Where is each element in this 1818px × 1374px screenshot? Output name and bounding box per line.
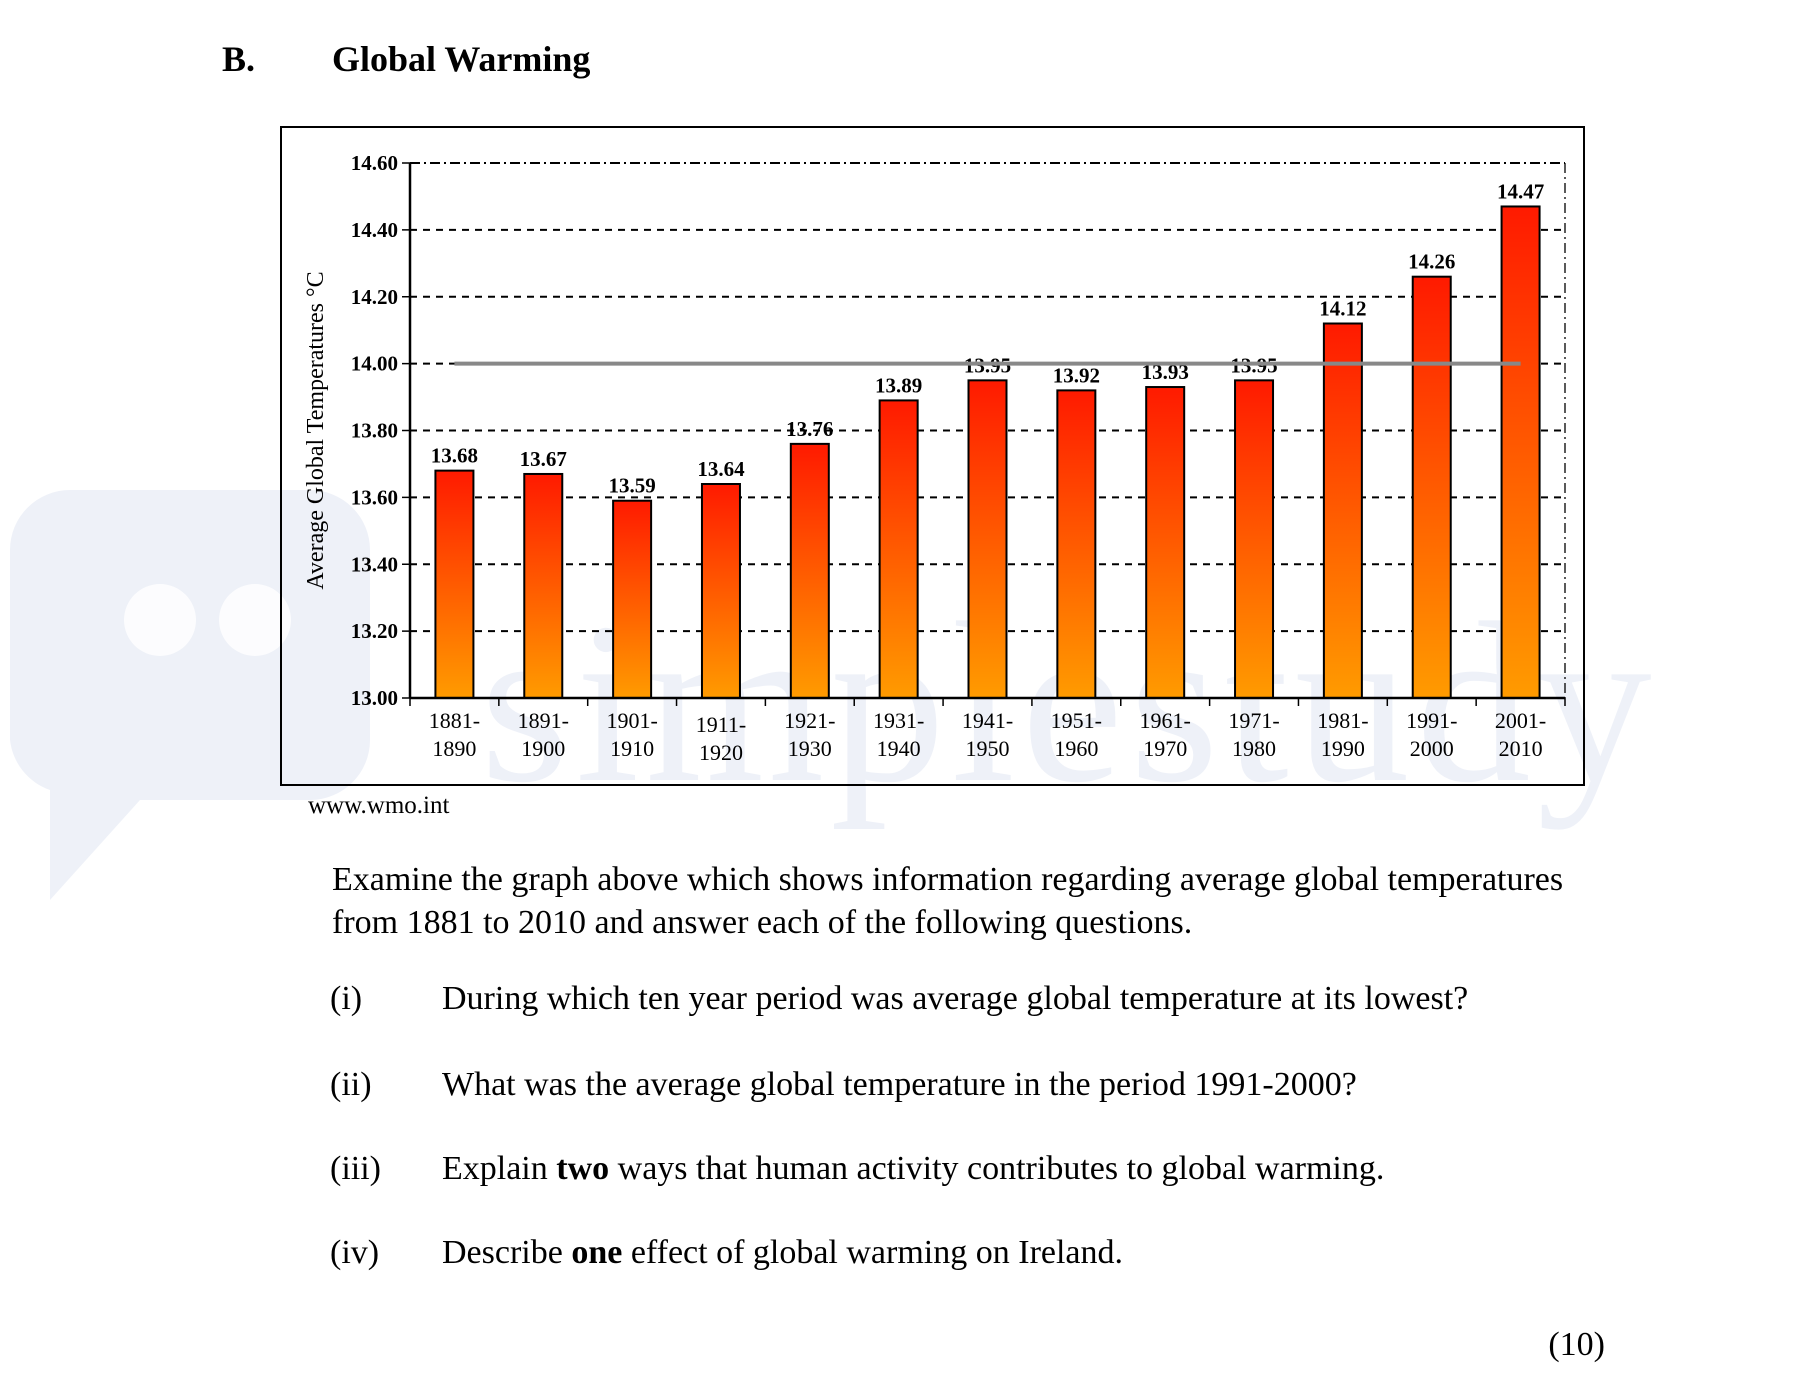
bar-value-label: 13.76 [786,417,833,441]
bar-value-label: 14.26 [1408,250,1455,274]
section-title: Global Warming [332,39,591,79]
x-category-label-start: 1961- [1140,708,1191,733]
question-number: (iii) [330,1150,381,1187]
x-category-label-end: 1910 [610,736,654,761]
bar-1931-1940 [878,399,919,699]
x-category-label-end: 1970 [1143,736,1187,761]
bar-value-label: 13.64 [697,457,745,481]
x-category-label-start: 1901- [606,708,657,733]
bar-2001-2010 [1500,205,1541,699]
x-category-label-end: 1900 [521,736,565,761]
question-text: What was the average global temperature … [442,1066,1357,1104]
bar-1971-1980 [1234,379,1275,699]
bar-1911-1920 [700,483,741,699]
question-text: Describe one effect of global warming on… [442,1234,1123,1272]
x-category-label-end: 1950 [966,736,1010,761]
question-2: (ii) What was the average global temperat… [330,1066,1357,1104]
x-category-label-start: 1891- [518,708,569,733]
x-category-label-end: 1960 [1054,736,1098,761]
question-text-part: During which ten year period was average… [442,980,1469,1017]
x-category-label-start: 1951- [1051,708,1102,733]
x-category-label-start: 1981- [1317,708,1368,733]
bar-value-label: 13.92 [1053,363,1100,387]
question-text-part: Describe [442,1234,572,1271]
y-tick-label: 14.40 [351,218,398,242]
y-tick-label: 13.20 [351,619,398,643]
x-category-label-start: 1971- [1228,708,1279,733]
source-credit: www.wmo.int [308,792,450,819]
question-1: (i) During which ten year period was aver… [330,980,1468,1018]
bar-1921-1930 [789,442,830,699]
x-category-label-end: 1980 [1232,736,1276,761]
bar-value-label: 13.89 [875,373,922,397]
bar-1941-1950 [967,379,1008,699]
x-category-label-end: 1940 [877,736,921,761]
x-category-label-start: 1881- [429,708,480,733]
question-4: (iv) Describe one effect of global warmin… [330,1234,1123,1272]
bar-value-label: 14.12 [1319,297,1366,321]
section-letter: B. [222,39,256,79]
x-category-label-start: 1941- [962,708,1013,733]
x-category-label-start: 1991- [1406,708,1457,733]
question-3: (iii) Explain two ways that human activit… [330,1150,1384,1188]
intro-paragraph: Examine the graph above which shows info… [332,861,1564,941]
question-text-part: effect of global warming on Ireland. [622,1234,1124,1271]
section-heading: B. Global Warming [222,38,590,80]
question-emphasis: one [571,1234,623,1271]
x-category-label-start: 1911- [696,712,747,737]
bar-1951-1960 [1056,389,1097,699]
question-text: During which ten year period was average… [442,980,1468,1018]
x-category-label-end: 1890 [432,736,476,761]
y-tick-label: 13.80 [351,419,398,443]
marks-total: (10) [1548,1326,1605,1363]
bar-1981-1990 [1322,322,1363,699]
question-text: Explain two ways that human activity con… [442,1150,1384,1188]
bar-1901-1910 [612,499,653,699]
question-number: (ii) [330,1066,372,1103]
bar-value-label: 14.47 [1497,179,1544,203]
y-axis-title: Average Global Temperatures °C [303,271,329,589]
x-category-label-start: 1931- [873,708,924,733]
x-category-label-end: 2010 [1499,736,1543,761]
chart-svg: 13.00 13.20 13.40 13.60 13.80 14.00 14.20 14.40… [303,151,1566,765]
bar-value-label: 13.67 [520,447,567,471]
bar-1891-1900 [523,472,564,699]
y-tick-label: 13.00 [351,686,398,710]
x-category-label-start: 1921- [784,708,835,733]
y-tick-label: 14.60 [351,151,398,175]
question-text-part: ways that human activity contributes to … [609,1150,1385,1187]
x-category-label-end: 1930 [788,736,832,761]
y-tick-label: 14.20 [351,285,398,309]
temperature-chart: 13.00 13.20 13.40 13.60 13.80 14.00 14.20 14.40… [280,126,1585,786]
bar-1961-1970 [1145,386,1186,699]
x-category-label-end: 1920 [699,740,743,765]
bar-1881-1890 [434,469,475,699]
y-tick-label: 13.60 [351,485,398,509]
bar-1991-2000 [1411,275,1452,699]
bar-value-label: 13.68 [431,444,478,468]
x-category-label-start: 2001- [1495,708,1546,733]
y-tick-label: 13.40 [351,552,398,576]
bar-value-label: 13.59 [608,474,655,498]
x-category-label-end: 2000 [1410,736,1454,761]
question-number: (i) [330,980,363,1017]
question-text-part: Explain [442,1150,557,1187]
question-text-part: What was the average global temperature … [442,1066,1357,1103]
question-emphasis: two [556,1150,610,1187]
x-category-label-end: 1990 [1321,736,1365,761]
y-tick-label: 14.00 [351,352,398,376]
question-number: (iv) [330,1234,380,1271]
